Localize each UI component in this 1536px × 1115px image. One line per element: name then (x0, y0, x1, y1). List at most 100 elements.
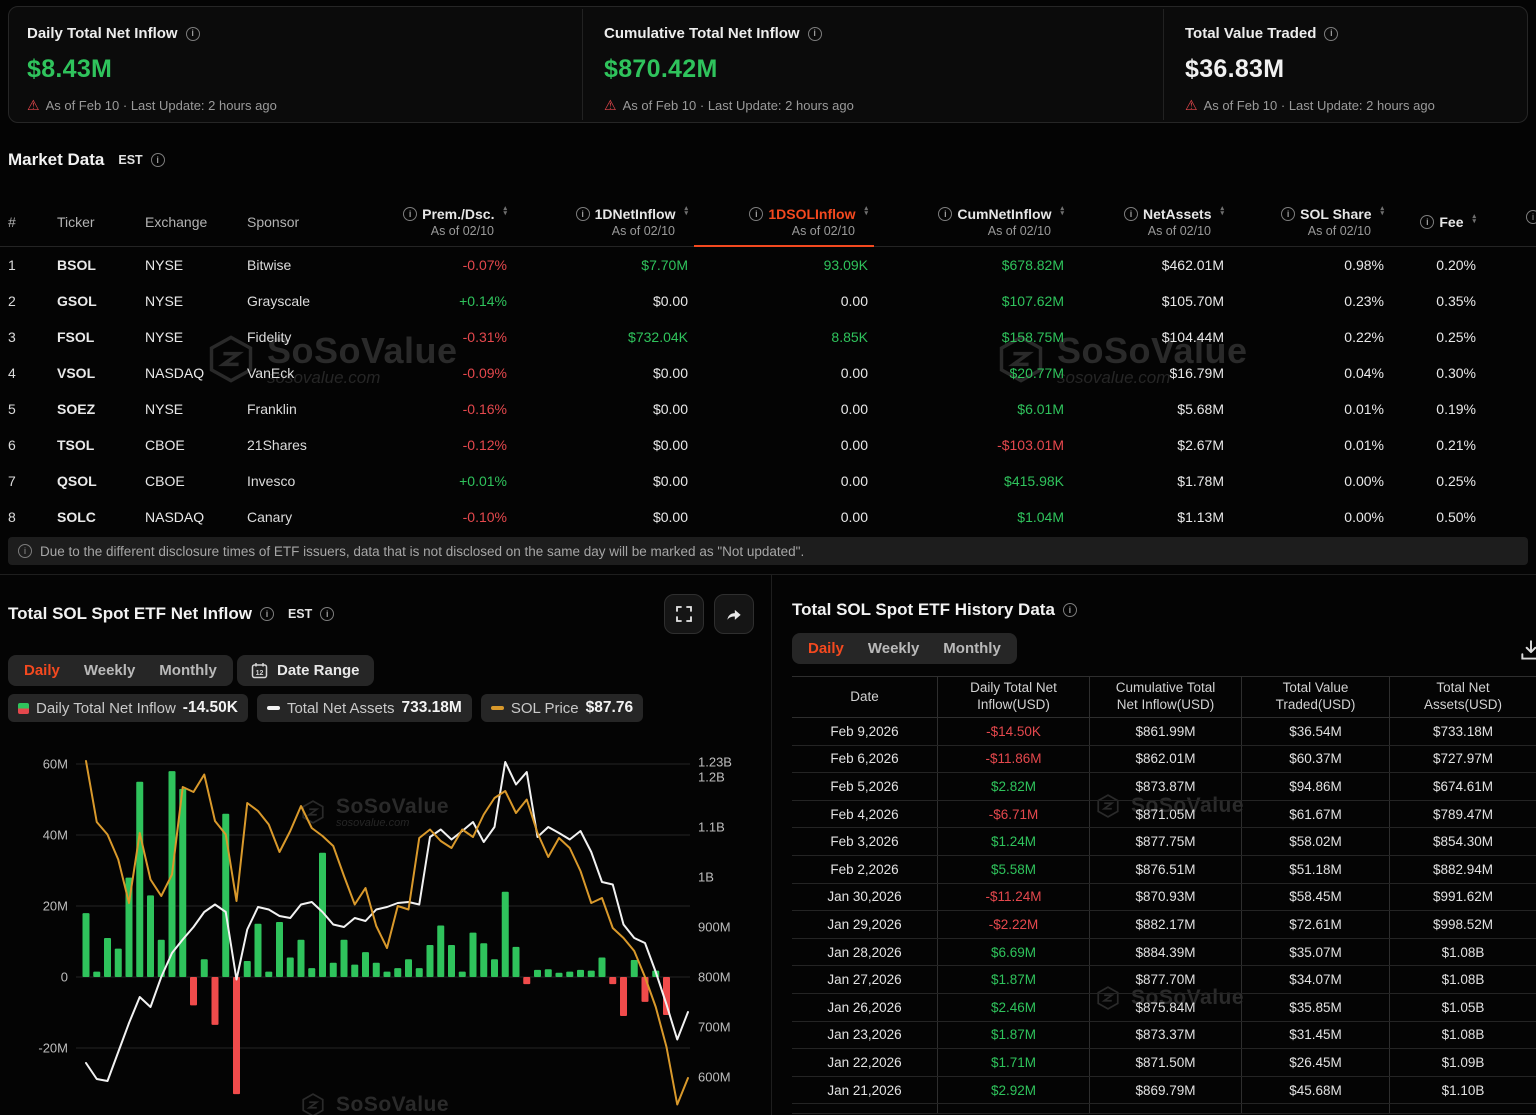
download-icon (1521, 640, 1536, 660)
table-row[interactable]: 2 GSOL NYSE Grayscale +0.14% $0.00 0.00 $107.62… (0, 283, 1536, 319)
table-row[interactable]: 3 FSOL NYSE Fidelity -0.31% $732.04K 8.85K $158… (0, 319, 1536, 355)
table-row[interactable]: 8 SOLC NASDAQ Canary -0.10% $0.00 0.00 $1.04M $1… (0, 499, 1536, 535)
cell: 0.35% (1436, 293, 1476, 309)
download-button[interactable] (1518, 638, 1536, 669)
market-col-header-netassets[interactable]: i NetAssets ▴ ▾ As of 02/10 (1054, 198, 1224, 246)
market-col-header-prem./dsc.[interactable]: i Prem./Dsc. ▴ ▾ As of 02/10 (337, 198, 507, 246)
info-icon[interactable]: i (150, 153, 165, 167)
history-title: Total SOL Spot ETF History Data i (792, 600, 1077, 620)
table-row[interactable]: 6 TSOL CBOE 21Shares -0.12% $0.00 0.00 -$103.01… (0, 427, 1536, 463)
svg-text:12: 12 (256, 670, 264, 677)
cumulative-cell: $861.99M (1090, 718, 1242, 745)
share-button[interactable] (714, 594, 754, 634)
cell: -0.09% (462, 365, 507, 381)
info-icon[interactable]: i (807, 26, 822, 41)
card-divider (1163, 9, 1164, 120)
cell: 0.00% (1344, 509, 1384, 525)
inflow-cell: $1.24M (938, 828, 1090, 855)
card-divider (582, 9, 583, 120)
tab-monthly[interactable]: Monthly (943, 640, 1001, 657)
legend-net-assets[interactable]: Total Net Assets 733.18M (256, 694, 472, 722)
inflow-bar (114, 948, 122, 977)
column-label: SOL Share (1300, 206, 1372, 222)
net-assets-swatch-icon (266, 706, 280, 710)
sort-icon[interactable]: ▴ ▾ (684, 205, 688, 217)
info-icon[interactable]: i (1281, 207, 1296, 221)
fullscreen-button[interactable] (664, 594, 704, 634)
card-title: Daily Total Net Inflow (27, 25, 178, 42)
sort-icon[interactable]: ▴ ▾ (1060, 205, 1064, 217)
cell: $0.00 (652, 473, 688, 489)
date-range-button[interactable]: 12 Date Range (237, 655, 374, 686)
inflow-bar (265, 971, 273, 977)
table-row[interactable]: 4 VSOL NASDAQ VanEck -0.09% $0.00 0.00 $20.77M $… (0, 355, 1536, 391)
inflow-bar (587, 970, 595, 977)
info-icon: i (18, 544, 32, 558)
sort-icon[interactable]: ▴ ▾ (864, 205, 868, 217)
assets-cell: $789.47M (1432, 806, 1494, 822)
cell: $158.75M (1001, 329, 1064, 345)
tab-daily[interactable]: Daily (808, 640, 844, 657)
date-cell: Jan 23,2026 (792, 1021, 938, 1049)
traded-cell: $61.67M (1242, 800, 1390, 828)
sort-icon[interactable]: ▴ ▾ (503, 205, 507, 217)
history-row: Jan 23,2026 $1.87M $873.37M $31.45M $1.08B (792, 1021, 1536, 1050)
timezone-label: EST (118, 153, 143, 167)
date-cell: Feb 3,2026 (792, 828, 938, 855)
card-note: As of Feb 10 · Last Update: 2 hours ago (1203, 98, 1435, 113)
info-icon[interactable]: i (1324, 26, 1339, 41)
tab-daily[interactable]: Daily (24, 662, 60, 679)
card-title: Total Value Traded (1185, 25, 1317, 42)
date-cell: Feb 4,2026 (792, 800, 938, 828)
inflow-bar (136, 781, 144, 977)
info-icon[interactable]: i (1062, 603, 1077, 617)
legend-sol-price[interactable]: SOL Price $87.76 (480, 694, 644, 722)
info-icon[interactable]: i (185, 26, 200, 41)
cell: $105.70M (1161, 293, 1224, 309)
sort-icon[interactable]: ▴ ▾ (1472, 213, 1476, 225)
market-col-header-exchange: Exchange (145, 214, 208, 230)
info-icon[interactable]: i (1420, 215, 1435, 229)
cell: -$103.01M (997, 437, 1064, 453)
card-total-value-traded: Total Value Traded i $36.83M ⚠ As of Feb 1… (1185, 7, 1435, 122)
cell: 0.25% (1436, 329, 1476, 345)
market-col-header-fee[interactable]: i Fee ▴ ▾ (1306, 198, 1476, 246)
info-icon[interactable]: i (749, 207, 764, 221)
sort-icon[interactable]: ▴ ▾ (1220, 205, 1224, 217)
cell: 6 (8, 437, 16, 453)
ticker-cell: FSOL (57, 329, 95, 345)
market-col-header-1dsolinflow[interactable]: i 1DSOLInflow ▴ ▾ As of 02/10 (694, 198, 874, 247)
assets-cell: $991.62M (1432, 889, 1494, 905)
cell: 0.23% (1344, 293, 1384, 309)
history-row: Jan 29,2026 -$2.22M $882.17M $72.61M $998.52… (792, 911, 1536, 939)
info-icon[interactable]: i (938, 207, 953, 221)
info-icon[interactable]: i (320, 607, 335, 621)
table-row[interactable]: 7 QSOL CBOE Invesco +0.01% $0.00 0.00 $415.98K $… (0, 463, 1536, 499)
tab-weekly[interactable]: Weekly (83, 662, 136, 679)
sort-icon[interactable]: ▴ ▾ (1380, 205, 1384, 217)
info-icon[interactable]: i (575, 207, 590, 221)
inflow-bar (362, 952, 369, 977)
info-icon[interactable]: i (1124, 207, 1138, 221)
inflow-cell: $2.92M (938, 1076, 1090, 1104)
calendar-icon: 12 (251, 663, 268, 679)
tab-weekly[interactable]: Weekly (867, 640, 920, 657)
market-col-header-1dnetinflow[interactable]: i 1DNetInflow ▴ ▾ As of 02/10 (518, 198, 688, 246)
market-col-header-cumnetinflow[interactable]: i CumNetInflow ▴ ▾ As of 02/10 (894, 198, 1064, 246)
info-icon[interactable]: i (403, 207, 418, 221)
market-col-header-sol share[interactable]: i SOL Share ▴ ▾ As of 02/10 (1214, 198, 1384, 246)
info-icon-cutoff[interactable]: i (1526, 210, 1536, 224)
active-column-underline (694, 245, 874, 247)
cumulative-cell: $870.93M (1090, 883, 1242, 911)
table-row[interactable]: 5 SOEZ NYSE Franklin -0.16% $0.00 0.00 $6.01M $5… (0, 391, 1536, 427)
legend-daily-inflow[interactable]: Daily Total Net Inflow -14.50K (8, 694, 248, 722)
history-row: Feb 2,2026 $5.58M $876.51M $51.18M $882.94M (792, 855, 1536, 884)
date-cell: Jan 21,2026 (792, 1076, 938, 1104)
table-row[interactable]: 1 BSOL NYSE Bitwise -0.07% $7.70M 93.09K $678.8… (0, 247, 1536, 283)
column-subdate: As of 02/10 (611, 224, 675, 238)
info-icon[interactable]: i (259, 607, 274, 621)
ticker-cell: SOLC (57, 509, 96, 525)
traded-cell: $36.54M (1242, 718, 1390, 745)
tab-monthly[interactable]: Monthly (159, 662, 217, 679)
